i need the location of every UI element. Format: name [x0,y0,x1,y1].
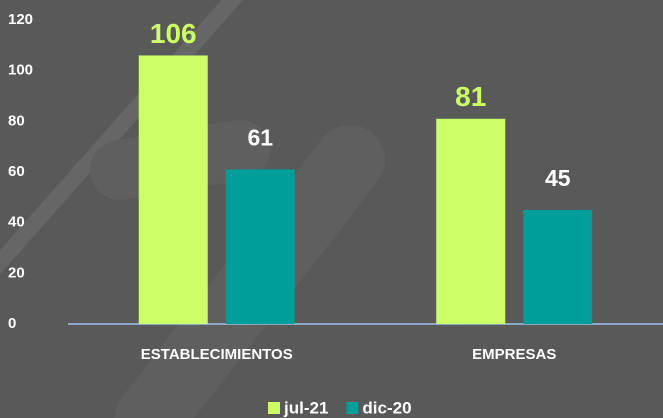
legend-label: jul-21 [283,398,328,417]
data-label: 106 [150,18,197,49]
legend-swatch [268,402,280,414]
y-tick-label: 80 [8,112,25,129]
legend-swatch [346,402,359,414]
x-tick-label: ESTABLECIMIENTOS [141,346,293,363]
bar [138,55,208,324]
y-tick-label: 40 [8,214,25,231]
data-label: 45 [545,165,571,191]
y-tick-label: 60 [8,163,25,180]
data-label: 61 [247,125,273,151]
bar [523,210,593,324]
x-tick-label: EMPRESAS [472,346,556,363]
bar [225,169,295,324]
legend-label: dic-20 [362,398,411,417]
y-tick-label: 100 [8,62,33,79]
y-tick-label: 0 [8,315,16,332]
data-label: 81 [455,81,486,112]
bar [436,118,506,324]
y-tick-label: 20 [8,264,25,281]
y-tick-label: 120 [8,11,33,28]
